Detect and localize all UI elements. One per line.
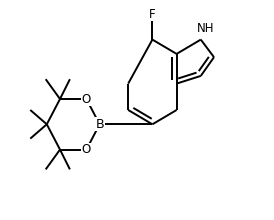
Text: O: O [82,92,91,106]
Text: O: O [82,143,91,156]
Text: B: B [95,118,104,131]
Text: F: F [149,8,156,21]
Text: NH: NH [196,22,214,35]
